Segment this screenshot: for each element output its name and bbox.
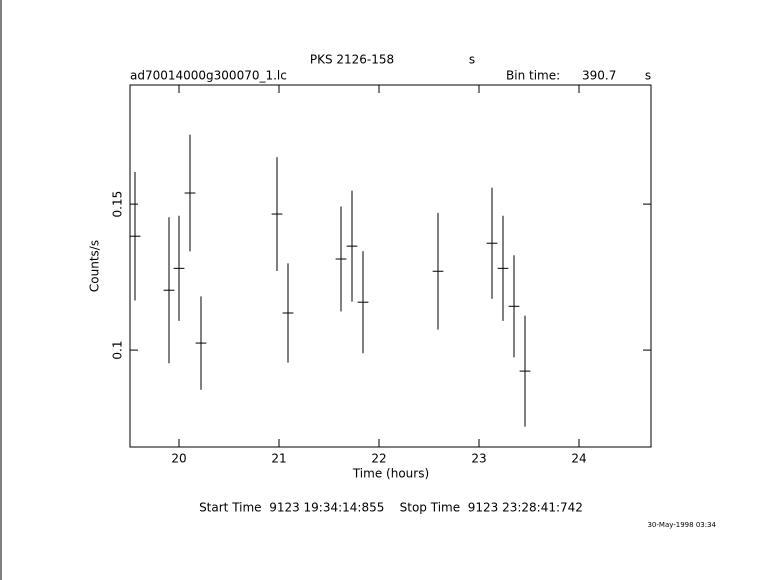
x-tick-label: 21: [271, 452, 286, 466]
timestamp: 30-May-1998 03:34: [647, 521, 716, 529]
x-tick-label: 22: [371, 452, 386, 466]
x-tick-label: 20: [171, 452, 186, 466]
y-tick-label: 0.1: [111, 341, 125, 360]
y-axis-label: Counts/s: [88, 240, 102, 292]
bin-time-value: 390.7: [582, 69, 616, 83]
footer: Start Time 9123 19:34:14:855 Stop Time 9…: [199, 501, 583, 515]
file-name: ad70014000g300070_1.lc: [130, 69, 287, 83]
x-tick-label: 24: [571, 452, 586, 466]
bin-time-unit: s: [645, 69, 651, 83]
x-tick-label: 23: [471, 452, 486, 466]
y-tick-label: 0.15: [111, 191, 125, 218]
title-unit: s: [469, 53, 475, 67]
x-axis-label: Time (hours): [352, 467, 429, 481]
chart-title: PKS 2126-158: [310, 53, 394, 67]
bin-time-label: Bin time:: [506, 69, 560, 83]
plot-frame: [129, 84, 652, 448]
